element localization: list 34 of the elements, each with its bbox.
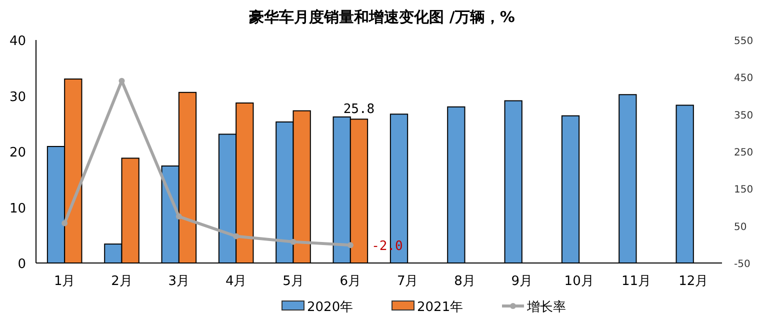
y-tick-label: 40 (9, 34, 26, 49)
x-tick-label: 3月 (168, 274, 190, 289)
point (347, 242, 354, 248)
y2-tick-label: 250 (734, 148, 754, 158)
y-tick-label: 10 (9, 201, 26, 216)
data-label: 25.8 (343, 102, 375, 118)
legend-label: 2021年 (417, 300, 464, 315)
point (62, 220, 68, 226)
y-tick-label: 30 (9, 90, 26, 105)
legend-label: 2020年 (307, 300, 354, 315)
x-tick-label: 5月 (282, 274, 304, 289)
legend-label: 增长率 (526, 299, 566, 315)
y2-tick-label: 50 (734, 222, 747, 233)
y2-tick-label: 550 (734, 36, 754, 47)
y2-tick-label: -50 (734, 259, 750, 270)
x-tick-label: 9月 (511, 274, 533, 289)
point (176, 214, 182, 220)
point (233, 233, 240, 240)
x-tick-label: 8月 (454, 274, 476, 289)
y2-tick-label: 150 (734, 184, 754, 196)
x-tick-label: 7月 (396, 274, 418, 289)
y-tick-label: 20 (9, 146, 26, 160)
x-tick-label: 12月 (678, 274, 708, 289)
x-tick-label: 11月 (621, 274, 652, 289)
x-tick-label: 1月 (54, 274, 76, 289)
point (290, 238, 296, 245)
y2-tick-label: 350 (734, 110, 754, 122)
x-tick-label: 4月 (225, 274, 247, 289)
chart-title: 豪华车月度销量和增速变化图 /万辆，% (248, 8, 515, 26)
x-tick-label: 10月 (564, 274, 594, 289)
y-tick-label: 0 (18, 257, 26, 272)
x-tick-label: 6月 (340, 274, 362, 289)
y2-tick-label: 450 (734, 73, 754, 84)
x-tick-label: 2月 (111, 274, 132, 289)
